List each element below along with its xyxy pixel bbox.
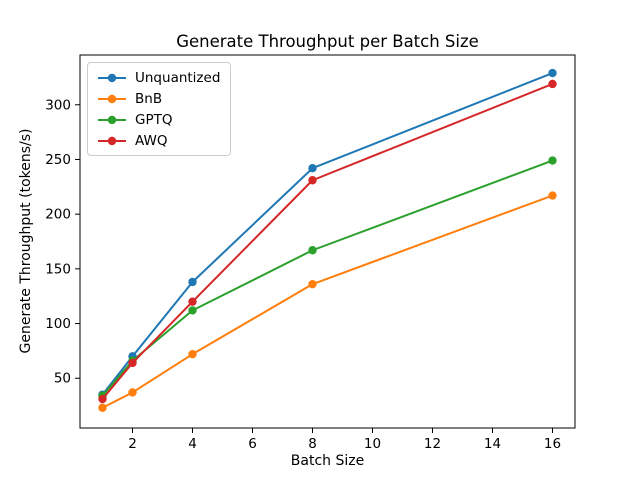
legend-label: BnB (135, 90, 163, 107)
data-point-awq (188, 297, 197, 306)
x-tick-label: 16 (544, 436, 561, 452)
legend-swatch-icon (98, 115, 126, 124)
data-point-awq (308, 176, 317, 185)
data-point-bnb (128, 388, 137, 397)
y-tick-label: 100 (45, 316, 71, 332)
y-tick-label: 300 (45, 97, 71, 113)
x-tick-label: 12 (424, 436, 441, 452)
data-point-bnb (188, 349, 197, 359)
data-point-bnb (308, 279, 317, 289)
data-point-unquantized (188, 277, 197, 287)
legend-item-awq: AWQ (97, 132, 220, 149)
x-tick-label: 6 (248, 436, 257, 452)
legend: Unquantized BnB GPTQ AWQ (87, 62, 232, 156)
y-tick-label: 200 (45, 207, 71, 223)
x-tick-label: 10 (364, 436, 381, 452)
legend-label: AWQ (135, 132, 168, 149)
axes-frame (79, 54, 576, 429)
legend-item-bnb: BnB (97, 90, 220, 107)
data-point-awq (548, 79, 557, 89)
data-point-awq (128, 358, 137, 368)
chart-title: Generate Throughput per Batch Size (176, 32, 479, 51)
data-point-bnb (548, 191, 557, 200)
y-axis-label: Generate Throughput (tokens/s) (18, 128, 34, 354)
y-tick-label: 50 (54, 371, 71, 387)
y-tick-label: 250 (45, 152, 71, 168)
x-axis-label: Batch Size (290, 453, 365, 469)
legend-label: GPTQ (135, 111, 173, 128)
legend-swatch-icon (98, 136, 126, 145)
legend-swatch-icon (98, 73, 126, 82)
legend-item-unquantized: Unquantized (97, 69, 220, 86)
data-point-bnb (98, 403, 107, 412)
data-point-gptq (188, 306, 197, 315)
x-tick-label: 4 (188, 436, 197, 452)
data-point-unquantized (308, 164, 317, 173)
data-point-awq (98, 394, 107, 404)
data-point-gptq (548, 156, 557, 165)
legend-label: Unquantized (135, 69, 221, 86)
y-tick-label: 150 (45, 261, 71, 277)
data-point-unquantized (548, 68, 557, 78)
legend-item-gptq: GPTQ (97, 111, 220, 128)
x-tick-label: 14 (484, 436, 501, 452)
x-tick-label: 2 (128, 436, 137, 452)
series-line-bnb (102, 194, 553, 409)
legend-swatch-icon (98, 94, 126, 103)
data-point-gptq (308, 246, 317, 255)
x-tick-label: 8 (308, 436, 317, 452)
